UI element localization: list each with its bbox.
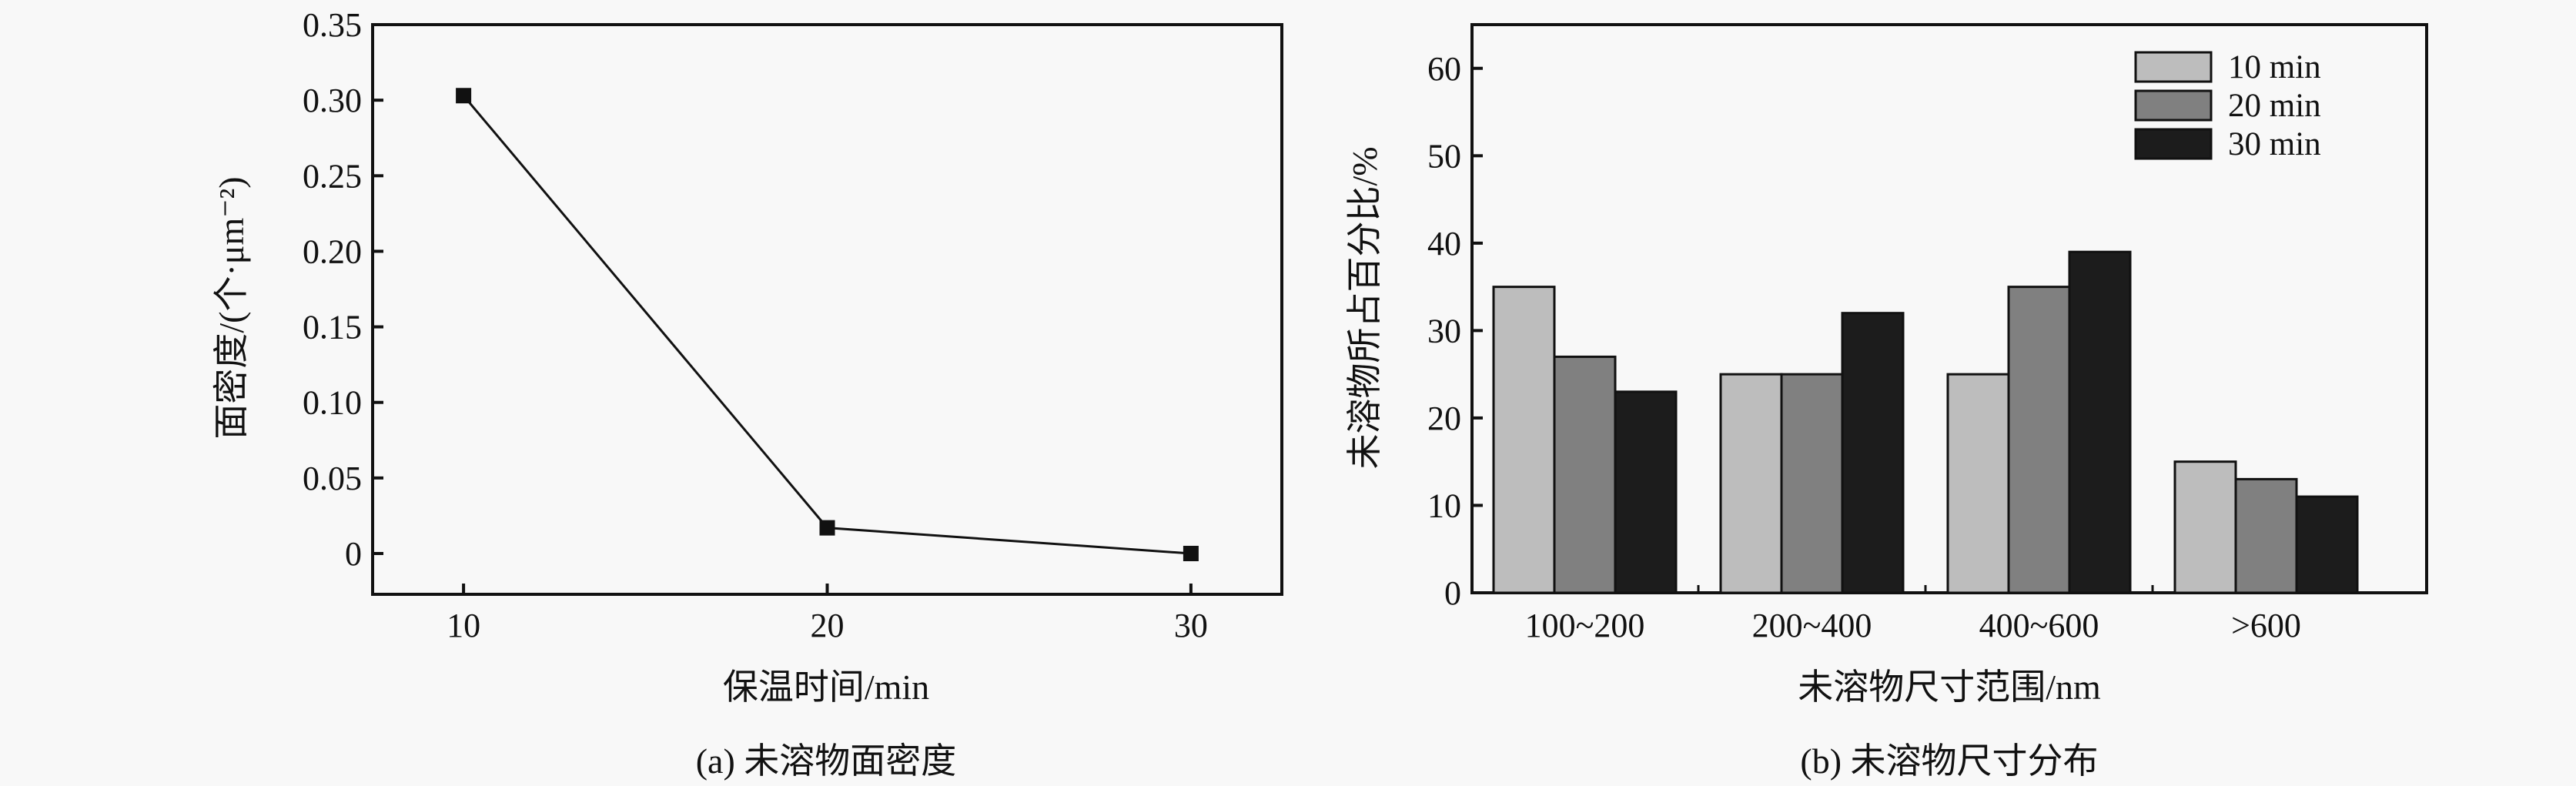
bar-30-min-1 — [1841, 312, 1905, 594]
x-tick-label: 400~600 — [1979, 607, 2099, 644]
bar-20-min-2 — [2007, 286, 2071, 594]
bar-30-min-0 — [1614, 390, 1678, 594]
panel-a: 面密度/(个·μm⁻²) 保温时间/min (a) 未溶物面密度 0 0.05 0.… — [212, 6, 1283, 781]
bar-10-min-1 — [1719, 373, 1783, 594]
legend-swatch — [2134, 128, 2213, 160]
x-tick-label: 200~400 — [1752, 607, 1872, 644]
y-tick-label: 0.30 — [303, 82, 362, 119]
legend-swatch — [2134, 51, 2213, 83]
series-line — [462, 95, 1192, 555]
y-tick-label: 10 — [1427, 487, 1461, 524]
y-tick-label: 50 — [1427, 137, 1461, 175]
y-tick-label: 60 — [1427, 50, 1461, 88]
panel-b-xlabel: 未溶物尺寸范围/nm — [1798, 667, 2101, 707]
panel-a-caption: (a) 未溶物面密度 — [696, 741, 957, 781]
x-tick-label: 20 — [811, 607, 845, 644]
plot-frame — [371, 23, 1283, 596]
y-tick-label: 0.25 — [303, 157, 362, 195]
data-point — [1183, 546, 1199, 562]
data-point — [819, 520, 835, 536]
bar-30-min-2 — [2068, 250, 2132, 594]
bar-20-min-0 — [1553, 355, 1617, 594]
legend-swatch — [2134, 89, 2213, 122]
y-tick-label: 0.35 — [303, 6, 362, 44]
bar-10-min-2 — [1946, 373, 2010, 594]
y-tick-label: 20 — [1427, 400, 1461, 437]
panel-b: 未溶物所占百分比/% 未溶物尺寸范围/nm (b) 未溶物尺寸分布 0 10 20 3… — [1345, 23, 2428, 781]
x-tick-label: 100~200 — [1525, 607, 1645, 644]
panel-b-ylabel: 未溶物所占百分比/% — [1345, 146, 1384, 469]
x-tick-label: >600 — [2231, 607, 2301, 644]
bar-10-min-0 — [1492, 286, 1556, 594]
y-tick-label: 0.10 — [303, 384, 362, 422]
bar-20-min-3 — [2234, 477, 2298, 594]
panel-a-ylabel: 面密度/(个·μm⁻²) — [212, 176, 251, 439]
x-tick-label: 30 — [1174, 607, 1208, 644]
legend-label: 20 min — [2228, 88, 2321, 124]
y-tick-label: 0 — [345, 535, 362, 573]
bar-30-min-3 — [2295, 495, 2359, 594]
panel-b-caption: (b) 未溶物尺寸分布 — [1800, 741, 2098, 781]
bar-10-min-3 — [2173, 460, 2237, 594]
legend-label: 30 min — [2228, 126, 2321, 162]
x-tick-label: 10 — [447, 607, 480, 644]
panel-a-xlabel: 保温时间/min — [723, 667, 929, 707]
legend-label: 10 min — [2228, 49, 2321, 85]
y-tick-label: 0.05 — [303, 460, 362, 497]
y-tick-label: 0 — [1444, 574, 1461, 612]
y-tick-label: 0.20 — [303, 232, 362, 270]
data-point — [456, 88, 472, 104]
y-tick-label: 0.15 — [303, 309, 362, 346]
y-tick-label: 30 — [1427, 312, 1461, 350]
bar-20-min-1 — [1780, 373, 1844, 594]
y-tick-label: 40 — [1427, 225, 1461, 263]
